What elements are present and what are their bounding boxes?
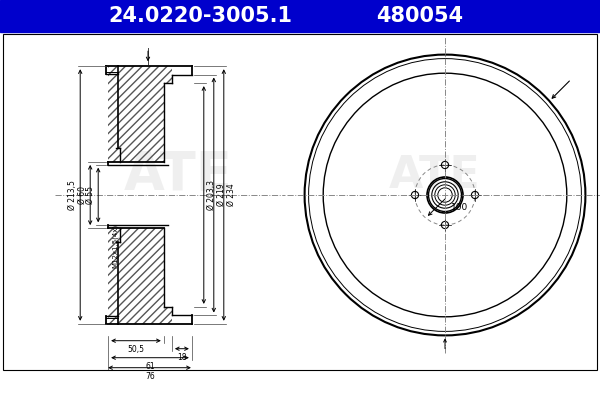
Bar (108, 66, 164, 162)
Text: 76: 76 (145, 372, 155, 381)
Text: 61: 61 (145, 362, 155, 371)
Bar (3, 34, 597, 370)
Text: Ø 55: Ø 55 (86, 186, 95, 204)
Text: ATE: ATE (389, 154, 481, 196)
Bar (164, 307, 172, 324)
Text: Ø 234: Ø 234 (227, 184, 236, 206)
Text: ATE: ATE (124, 149, 232, 201)
Text: 100: 100 (451, 203, 468, 212)
Text: Ø 219: Ø 219 (217, 184, 226, 206)
Text: 24.0220-3005.1: 24.0220-3005.1 (108, 6, 292, 26)
Bar (0, 0, 600, 32)
Text: 50,5: 50,5 (127, 345, 145, 354)
Text: Ø 203,3: Ø 203,3 (207, 180, 216, 210)
Bar (164, 66, 172, 83)
Text: Ø 213,5: Ø 213,5 (68, 180, 77, 210)
Text: Ø 60: Ø 60 (78, 186, 87, 204)
Bar (108, 228, 164, 324)
Text: M12x1,5(4x): M12x1,5(4x) (112, 224, 119, 268)
Text: 18: 18 (177, 353, 187, 362)
Text: 480054: 480054 (376, 6, 464, 26)
